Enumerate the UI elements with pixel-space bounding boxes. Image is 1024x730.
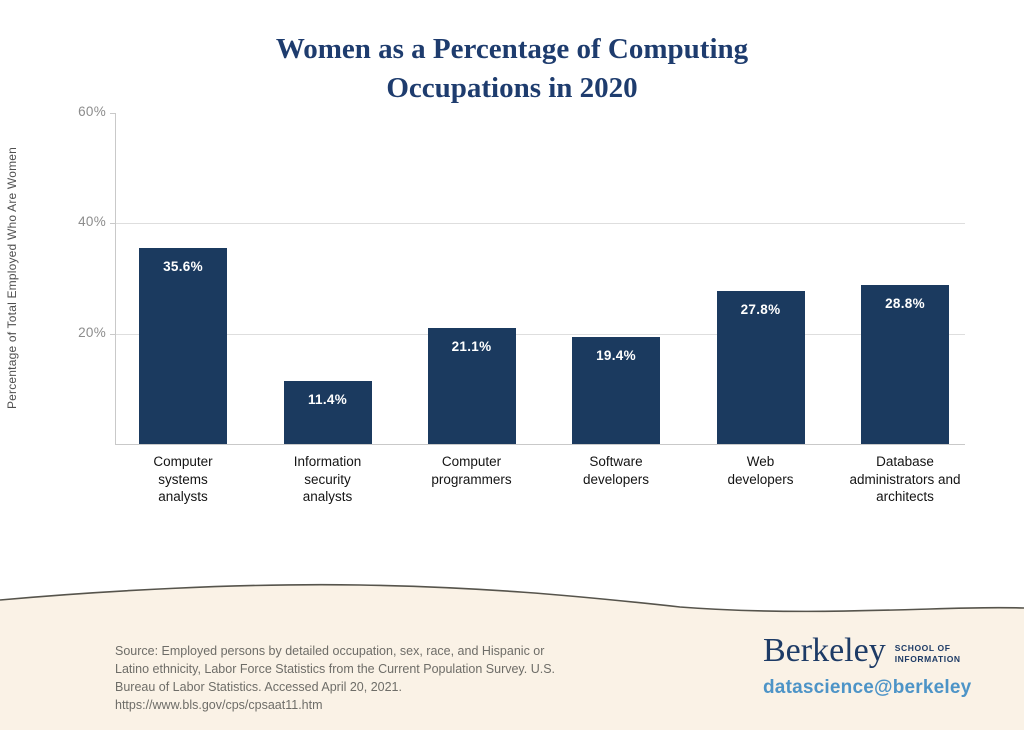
bar-4: 27.8%	[716, 290, 805, 444]
bar-chart-plot-area: Percentage of Total Employed Who Are Wom…	[5, 104, 965, 505]
y-tick-label-40: 40%	[78, 214, 106, 230]
x-axis-line	[115, 444, 965, 445]
y-tick-mark-40	[110, 223, 115, 225]
bar-3: 19.4%	[572, 337, 660, 444]
school-of-label: SCHOOL OF	[894, 642, 951, 653]
bar-5: 28.8%	[861, 285, 949, 444]
bar-value-label-2: 21.1%	[451, 338, 492, 354]
bar-value-label-0: 35.6%	[163, 258, 203, 274]
category-label-2: Computer programmers	[431, 454, 512, 487]
category-label-3: Software developers	[582, 454, 650, 487]
bar-value-label-1: 11.4%	[307, 392, 348, 408]
gridline-40pct	[115, 223, 965, 225]
bar-2: 21.1%	[427, 327, 516, 444]
footer-wave-fill	[0, 584, 1024, 730]
y-tick-mark-60	[110, 113, 115, 115]
school-of-information-label: SCHOOL OF INFORMATION	[895, 643, 961, 665]
y-tick-label-20: 20%	[78, 324, 106, 340]
category-label-5: Database administrators and architects	[849, 454, 961, 505]
bar-value-label-4: 27.8%	[740, 301, 781, 317]
gridline-20pct	[115, 333, 965, 335]
y-tick-mark-20	[110, 333, 115, 335]
bar-1: 11.4%	[283, 381, 372, 444]
category-label-1: Information security analysts	[293, 454, 362, 505]
y-axis-line	[115, 113, 116, 444]
footer-wave-line	[0, 583, 1024, 613]
information-label: INFORMATION	[894, 654, 961, 664]
category-label-4: Web developers	[727, 454, 794, 487]
y-axis-title: Percentage of Total Employed Who Are Wom…	[5, 146, 19, 410]
bar-0: 35.6%	[139, 247, 227, 444]
category-label-0: Computer systems analysts	[153, 454, 213, 505]
datascience-berkeley-tagline: datascience@berkeley	[763, 677, 972, 698]
berkeley-wordmark: Berkeley	[763, 632, 886, 669]
chart-title-line-2: Occupations in 2020	[386, 71, 638, 104]
y-tick-label-60: 60%	[78, 104, 106, 120]
chart-title: Women as a Percentage of Computing Occup…	[0, 30, 1024, 107]
chart-title-line-1: Women as a Percentage of Computing	[275, 33, 749, 65]
footer-wave-band	[0, 583, 1024, 730]
bar-value-label-3: 19.4%	[596, 348, 636, 363]
bar-value-label-5: 28.8%	[885, 296, 925, 312]
source-citation: Source: Employed persons by detailed occ…	[115, 644, 556, 713]
berkeley-logo: Berkeley SCHOOL OF INFORMATION datascien…	[763, 634, 971, 699]
